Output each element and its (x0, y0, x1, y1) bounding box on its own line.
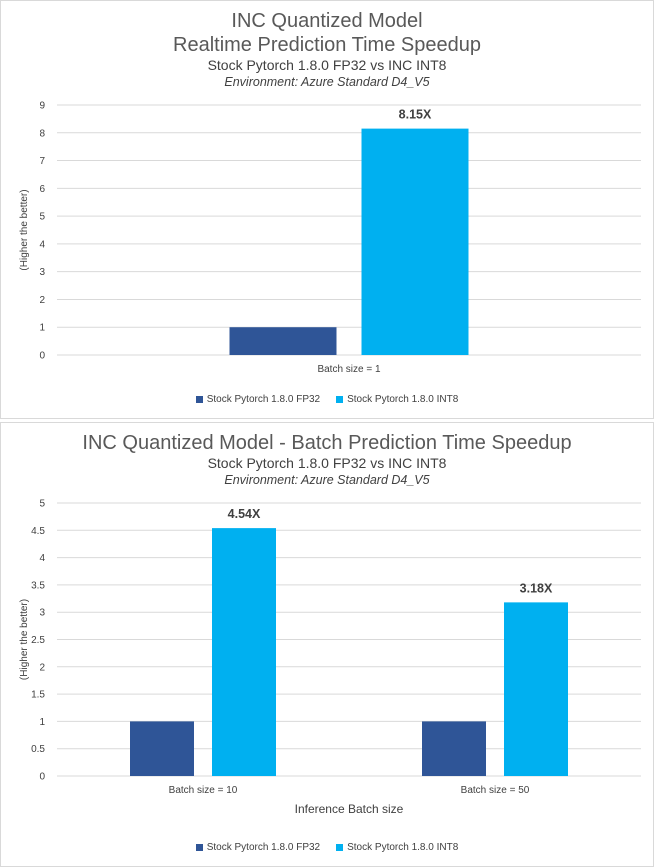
x-category-label: Batch size = 1 (317, 364, 381, 375)
y-tick-label: 9 (39, 101, 45, 112)
y-tick-label: 2 (39, 662, 45, 673)
x-category-label: Batch size = 50 (461, 785, 530, 796)
y-axis-label: (Higher the better) (19, 599, 30, 680)
legend-label: Stock Pytorch 1.8.0 FP32 (206, 842, 321, 853)
bar (130, 721, 194, 776)
chart-subtitle: Stock Pytorch 1.8.0 FP32 vs INC INT8 (207, 455, 447, 471)
chart-environment: Environment: Azure Standard D4_V5 (224, 473, 430, 487)
legend-swatch (336, 843, 344, 851)
y-tick-label: 6 (39, 184, 45, 195)
data-label: 3.18X (520, 581, 553, 595)
chart-panel-realtime: INC Quantized Model Realtime Prediction … (0, 0, 654, 419)
legend-item: Stock Pytorch 1.8.0 FP32 (195, 394, 321, 405)
y-tick-label: 2 (39, 295, 45, 306)
legend-label: Stock Pytorch 1.8.0 INT8 (347, 842, 459, 853)
bar (229, 327, 337, 355)
chart-plot-realtime: 0 1 2 3 4 5 6 7 8 9 (Higher the better) 8.15X Batch … (19, 101, 641, 375)
bar (504, 602, 568, 776)
bar (212, 528, 276, 776)
y-axis-label: (Higher the better) (19, 189, 30, 270)
legend-item: Stock Pytorch 1.8.0 FP32 (195, 842, 321, 853)
x-axis-label: Inference Batch size (295, 802, 404, 816)
y-tick-label: 5 (39, 212, 45, 223)
legend-item: Stock Pytorch 1.8.0 INT8 (336, 394, 458, 405)
bar (422, 721, 486, 776)
chart-environment: Environment: Azure Standard D4_V5 (224, 75, 430, 89)
y-tick-label: 5 (39, 499, 45, 510)
chart-title-line2: Realtime Prediction Time Speedup (173, 34, 481, 56)
legend-swatch (195, 843, 203, 851)
y-tick-label: 3 (39, 608, 45, 619)
y-tick-label: 3.5 (31, 580, 45, 591)
legend-label: Stock Pytorch 1.8.0 INT8 (347, 394, 459, 405)
y-tick-label: 2.5 (31, 635, 45, 646)
y-tick-label: 3 (39, 267, 45, 278)
y-tick-label: 1 (39, 323, 45, 334)
y-tick-label: 0.5 (31, 744, 45, 755)
chart-legend: Stock Pytorch 1.8.0 FP32 Stock Pytorch 1.… (1, 842, 653, 853)
chart-legend: Stock Pytorch 1.8.0 FP32 Stock Pytorch 1.… (1, 394, 653, 405)
legend-swatch (336, 395, 344, 403)
y-tick-label: 4.5 (31, 526, 45, 537)
y-tick-label: 0 (39, 351, 45, 362)
legend-swatch (195, 395, 203, 403)
y-tick-label: 8 (39, 128, 45, 139)
bar (361, 128, 469, 355)
chart-plot-batch: 0 0.5 1 1.5 2 2.5 3 3.5 4 4.5 5 (Higher the better)… (19, 499, 641, 816)
data-label: 4.54X (228, 507, 261, 521)
y-tick-label: 1.5 (31, 690, 45, 701)
x-category-label: Batch size = 10 (169, 785, 238, 796)
legend-label: Stock Pytorch 1.8.0 FP32 (206, 394, 321, 405)
chart-title: INC Quantized Model - Batch Prediction T… (82, 432, 572, 454)
y-tick-label: 7 (39, 156, 45, 167)
chart-subtitle: Stock Pytorch 1.8.0 FP32 vs INC INT8 (207, 57, 447, 73)
legend-item: Stock Pytorch 1.8.0 INT8 (336, 842, 458, 853)
chart-title: INC Quantized Model (231, 10, 423, 32)
chart-panel-batch: INC Quantized Model - Batch Prediction T… (0, 422, 654, 867)
y-tick-label: 0 (39, 772, 45, 783)
y-tick-label: 4 (39, 553, 45, 564)
y-tick-label: 4 (39, 239, 45, 250)
y-tick-label: 1 (39, 717, 45, 728)
data-label: 8.15X (399, 108, 432, 122)
